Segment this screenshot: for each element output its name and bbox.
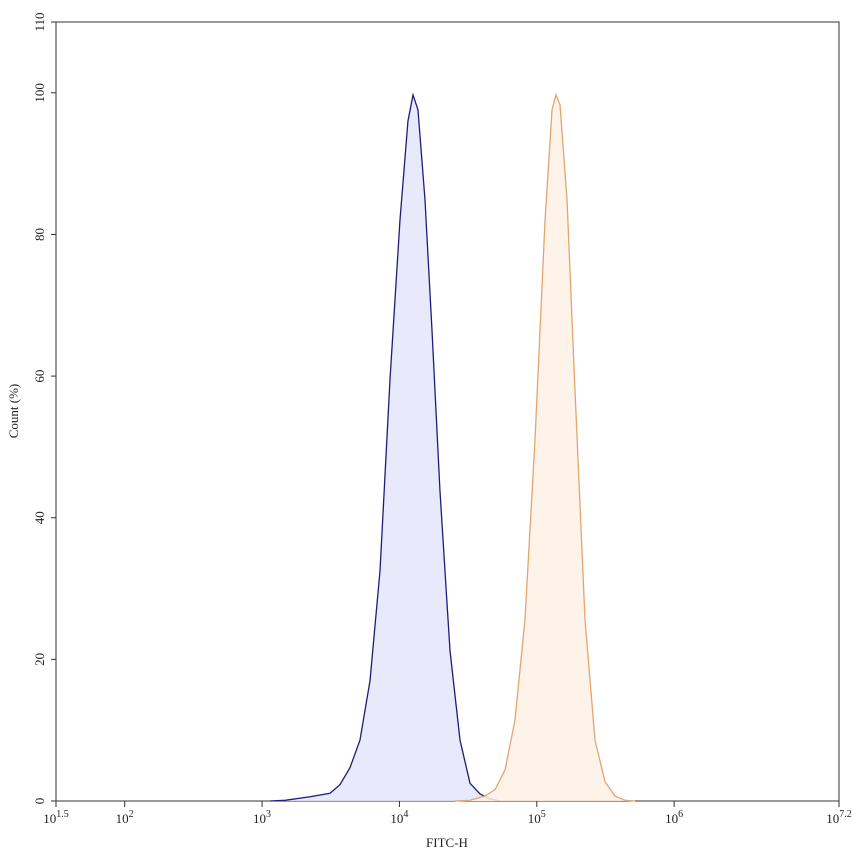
y-tick-label: 80 xyxy=(32,228,47,241)
y-tick-label: 60 xyxy=(32,370,47,383)
x-tick-label: 102 xyxy=(116,809,134,826)
x-tick-label: 103 xyxy=(253,809,271,826)
y-tick-label: 20 xyxy=(32,653,47,666)
x-tick-label: 105 xyxy=(528,809,546,826)
x-tick-label: 107.2 xyxy=(826,809,852,826)
x-tick-label: 101.5 xyxy=(43,809,69,826)
y-tick-label: 0 xyxy=(32,798,47,805)
y-tick-label: 100 xyxy=(32,83,47,103)
x-axis-label: FITC-H xyxy=(426,835,468,850)
series-line xyxy=(269,92,501,802)
y-tick-label: 40 xyxy=(32,511,47,524)
series-line xyxy=(454,92,636,802)
area-fill xyxy=(455,94,636,801)
y-axis-label: Count (%) xyxy=(6,384,21,439)
x-tick-label: 106 xyxy=(665,809,683,826)
y-tick-label: 110 xyxy=(32,12,47,31)
x-tick-label: 104 xyxy=(390,809,408,826)
area-fill xyxy=(270,94,500,801)
